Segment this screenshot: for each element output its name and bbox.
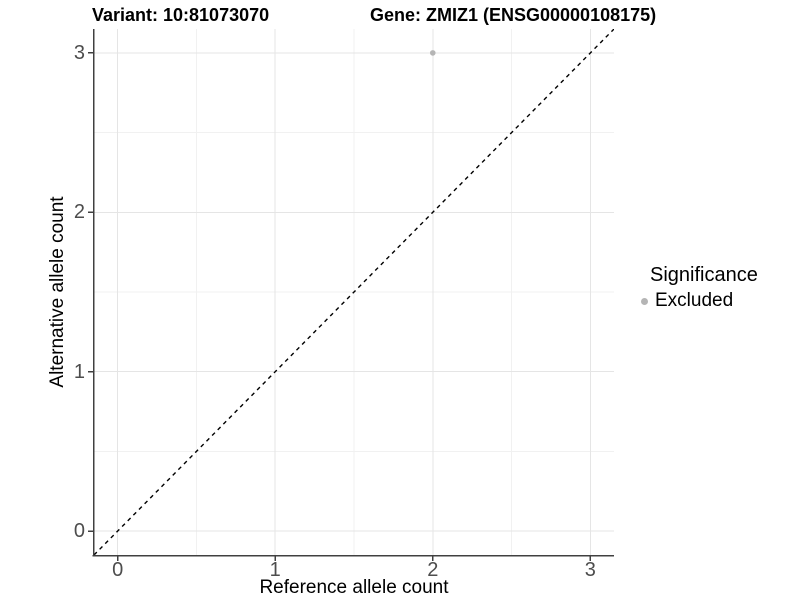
legend-item: Excluded bbox=[636, 290, 758, 312]
x-tick-label: 2 bbox=[427, 559, 439, 581]
y-tick-label: 2 bbox=[73, 201, 85, 224]
x-tick-label: 1 bbox=[269, 559, 281, 581]
diagonal-reference-line bbox=[94, 29, 614, 555]
legend-item-label: Excluded bbox=[655, 290, 734, 311]
circle-icon bbox=[641, 297, 648, 305]
data-point bbox=[429, 50, 436, 56]
x-tick-label: 0 bbox=[112, 559, 124, 581]
y-axis-title: Alternative allele count bbox=[47, 196, 68, 388]
legend-title: Significance bbox=[650, 264, 758, 286]
y-tick-label: 3 bbox=[73, 41, 85, 64]
x-tick-label: 3 bbox=[584, 559, 596, 581]
title-gene: Gene: ZMIZ1 (ENSG00000108175) bbox=[370, 5, 657, 25]
x-axis-title: Reference allele count bbox=[259, 577, 449, 598]
y-tick-label: 1 bbox=[73, 360, 85, 383]
y-tick-label: 0 bbox=[73, 520, 85, 543]
legend: Significance Excluded bbox=[636, 263, 758, 312]
title-variant: Variant: 10:81073070 bbox=[92, 5, 270, 25]
